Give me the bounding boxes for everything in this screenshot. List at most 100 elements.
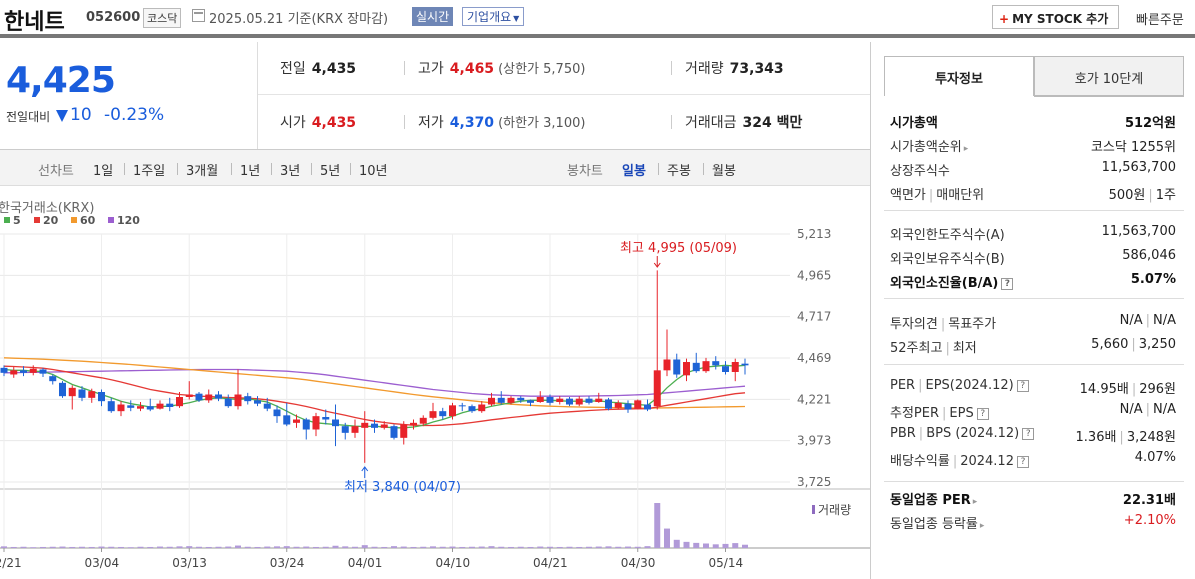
candle (234, 369, 242, 410)
quick-order-link[interactable]: 빠른주문 (1136, 13, 1184, 28)
help-icon[interactable]: ? (976, 408, 989, 420)
company-overview-button[interactable]: 기업개요 ▼ (462, 7, 525, 26)
tab-order-book[interactable]: 호가 10단계 (1034, 56, 1184, 96)
info-label-text: EPS (949, 406, 974, 421)
candle-body (117, 404, 125, 412)
tab-investment-info[interactable]: 투자정보 (884, 56, 1034, 96)
candle-body (351, 426, 359, 433)
volume-bar (654, 503, 661, 548)
help-icon[interactable]: ? (1001, 278, 1014, 290)
info-value: 500원 | 1주 (1109, 184, 1176, 203)
volume-bar (537, 546, 544, 548)
volume-bar (634, 546, 641, 548)
candle-body (488, 397, 495, 405)
candle-body (663, 359, 671, 371)
info-row[interactable]: 동일업종 PER ▸ 22.31배 (890, 486, 1176, 510)
help-icon[interactable]: ? (1016, 380, 1029, 392)
info-label: 외국인소진율(B/A)? (890, 272, 1014, 291)
open-price: 시가 4,435 (280, 115, 357, 131)
info-row[interactable]: PER | EPS(2024.12)? 14.95배 | 296원 (890, 375, 1176, 399)
info-label: 시가총액 (890, 112, 938, 131)
candle-chart-label: 봉차트 (567, 164, 603, 179)
chevron-down-icon: ▼ (513, 14, 520, 23)
candle (556, 396, 564, 405)
price-chart[interactable]: 한국거래소(KRX) 5 20 60 120 5,213 4,965 4,717 4,469… (0, 186, 870, 579)
info-value-text: 11,563,700 (1101, 224, 1176, 239)
candle (205, 389, 213, 403)
info-label-text: 투자의견 (890, 317, 938, 332)
pipe-divider: | (918, 426, 924, 441)
volume-bar (215, 546, 222, 548)
info-value: 1.36배 | 3,248원 (1076, 426, 1176, 445)
info-value: 11,563,700 (1102, 160, 1176, 175)
info-row[interactable]: 시가총액순위 ▸ 코스닥 1255위 (890, 133, 1176, 157)
candle (127, 400, 135, 412)
info-row[interactable]: 동일업종 등락률 ▸ +2.10% (890, 510, 1176, 534)
period-5y[interactable]: 5년 (320, 164, 341, 179)
ma-legend: 5 20 60 120 (4, 214, 140, 227)
chevron-right-icon[interactable]: ▸ (963, 144, 969, 154)
candle (566, 397, 573, 407)
candle (458, 402, 466, 412)
add-my-stock-button[interactable]: + MY STOCK 추가 (992, 5, 1119, 29)
candle (536, 391, 544, 403)
volume-bar (332, 545, 339, 548)
info-row: 상장주식수 11,563,700 (890, 157, 1176, 181)
period-1d[interactable]: 1일 (93, 164, 114, 179)
candle-daily[interactable]: 일봉 (622, 164, 646, 179)
chevron-right-icon[interactable]: ▸ (972, 497, 978, 507)
candle-body (400, 424, 408, 438)
candle-body (234, 394, 242, 407)
period-3m[interactable]: 3개월 (186, 164, 219, 179)
stock-code: 052600 (86, 10, 141, 25)
help-icon[interactable]: ? (1022, 428, 1035, 440)
candle (517, 396, 525, 403)
volume-bar (361, 545, 368, 548)
market-badge: 코스닥 (143, 8, 182, 28)
x-tick-label: 04/10 (436, 556, 471, 570)
volume-bar (439, 546, 446, 548)
investment-info-panel: 투자정보 호가 10단계 시가총액 512억원 시가총액순위 ▸ 코스닥 1255위 상장… (884, 56, 1184, 579)
candle-monthly[interactable]: 월봉 (712, 164, 736, 179)
volume-bar (186, 546, 193, 548)
candle-body (429, 411, 437, 418)
price-chart-svg[interactable]: 한국거래소(KRX) 5 20 60 120 5,213 4,965 4,717 4,469… (0, 186, 870, 579)
info-value: 코스닥 1255위 (1091, 136, 1176, 155)
info-row[interactable]: 배당수익률 | 2024.12? 4.07% (890, 447, 1176, 471)
period-1y[interactable]: 1년 (240, 164, 261, 179)
volume-bar (59, 546, 66, 548)
period-1w[interactable]: 1주일 (133, 164, 166, 179)
realtime-button[interactable]: 실시간 (412, 7, 454, 26)
change-rate: -0.23% (104, 105, 165, 125)
volume-bar (683, 541, 690, 548)
plus-icon: + (999, 12, 1010, 26)
candle (49, 374, 57, 385)
help-icon[interactable]: ? (1016, 456, 1029, 468)
info-label: 시가총액순위 ▸ (890, 136, 968, 155)
volume-bar (527, 546, 534, 548)
volume-bar (342, 546, 349, 548)
info-label-text: 동일업종 등락률 (890, 517, 978, 532)
y-tick-label: 4,221 (797, 392, 831, 406)
candle-body (624, 403, 632, 410)
add-my-stock-label: MY STOCK 추가 (1012, 12, 1109, 26)
info-value-text: N/A (1119, 402, 1143, 417)
candle-body (575, 398, 583, 405)
candle-body (468, 406, 476, 412)
period-10y[interactable]: 10년 (359, 164, 388, 179)
candle (185, 381, 193, 400)
info-row[interactable]: 추정PER | EPS? N/A | N/A (890, 399, 1176, 423)
chevron-right-icon[interactable]: ▸ (979, 521, 985, 531)
y-tick-label: 4,965 (797, 268, 831, 282)
period-3y[interactable]: 3년 (280, 164, 301, 179)
volume-bar (732, 543, 739, 548)
candle-body (166, 403, 174, 407)
candle-weekly[interactable]: 주봉 (667, 164, 691, 179)
info-value-text: +2.10% (1123, 513, 1176, 528)
candle-body (458, 405, 466, 407)
info-group-sector: 동일업종 PER ▸ 22.31배 동일업종 등락률 ▸ +2.10% (890, 486, 1176, 534)
info-row[interactable]: 외국인소진율(B/A)? 5.07% (890, 269, 1176, 293)
volume-bar (595, 546, 602, 548)
info-row[interactable]: PBR | BPS (2024.12)? 1.36배 | 3,248원 (890, 423, 1176, 447)
volume-bar (508, 546, 514, 548)
